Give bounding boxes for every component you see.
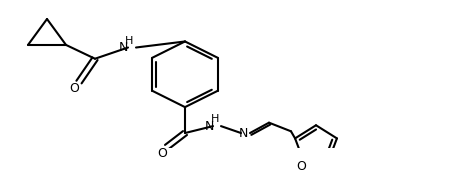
Text: H: H xyxy=(125,36,133,47)
Text: N: N xyxy=(204,120,214,133)
Text: O: O xyxy=(157,147,167,160)
Text: O: O xyxy=(296,160,306,171)
Text: N: N xyxy=(238,127,248,140)
Text: H: H xyxy=(211,114,219,124)
Text: O: O xyxy=(69,82,79,95)
Text: N: N xyxy=(118,41,128,54)
